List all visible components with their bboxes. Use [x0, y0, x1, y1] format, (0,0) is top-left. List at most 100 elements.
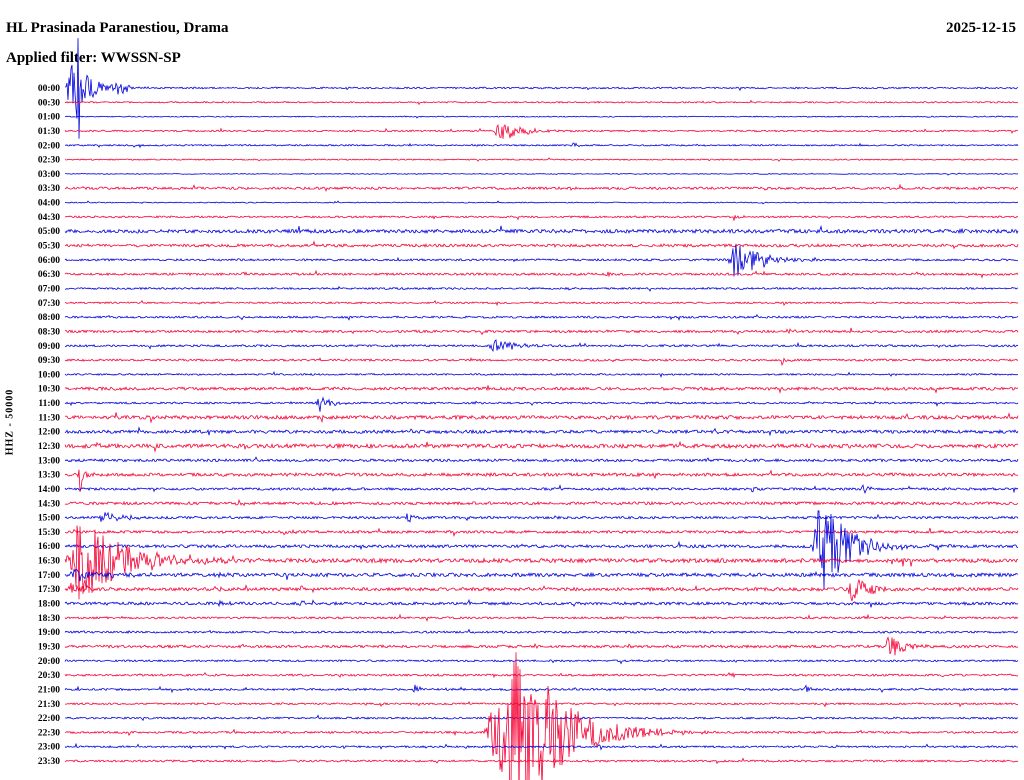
time-label: 17:00 [38, 571, 60, 581]
time-label: 10:30 [38, 385, 60, 395]
time-label: 18:00 [38, 600, 60, 610]
time-label: 12:30 [38, 442, 60, 452]
trace-row [64, 240, 1019, 250]
time-label: 06:30 [38, 270, 60, 280]
trace-row [64, 757, 1019, 765]
time-label: 08:30 [38, 327, 60, 337]
trace-row [64, 613, 1019, 622]
time-label: 04:00 [38, 199, 60, 209]
trace-row [64, 299, 1019, 307]
time-label: 22:30 [38, 728, 60, 738]
trace-row [64, 456, 1019, 463]
time-label: 03:30 [38, 184, 60, 194]
trace-row [64, 371, 1019, 378]
trace-row [64, 269, 1019, 279]
trace-row [64, 357, 1018, 367]
time-label: 00:30 [38, 98, 60, 108]
trace-row [64, 327, 1019, 336]
trace-row [64, 412, 1019, 424]
plot-date: 2025-12-15 [946, 20, 1016, 36]
time-label: 14:30 [38, 499, 60, 509]
trace-row [64, 652, 1019, 780]
time-label: 01:00 [38, 113, 60, 123]
time-label: 23:00 [38, 743, 60, 753]
trace-row [64, 658, 1019, 665]
time-label: 00:00 [38, 84, 60, 94]
trace-row [64, 385, 1019, 394]
time-label: 02:00 [38, 141, 60, 151]
trace-row [64, 99, 1019, 106]
trace-row [64, 527, 1019, 538]
time-label: 20:00 [38, 657, 60, 667]
trace-row [64, 469, 1019, 492]
time-label: 17:30 [38, 585, 60, 595]
trace-row [64, 568, 1019, 582]
time-label: 19:30 [38, 643, 60, 653]
trace-row [64, 224, 1019, 235]
time-label: 05:30 [38, 242, 60, 252]
trace-row [64, 157, 1019, 162]
applied-filter-label: Applied filter: WWSSN-SP [6, 50, 181, 66]
trace-row [64, 684, 1019, 694]
time-label: 04:30 [38, 213, 60, 223]
time-label: 13:30 [38, 471, 60, 481]
trace-row [64, 38, 1019, 139]
trace-row [64, 339, 1019, 352]
trace-row [64, 636, 1019, 656]
trace-row [64, 285, 1019, 292]
time-label: 12:00 [38, 428, 60, 438]
time-label: 03:00 [38, 170, 60, 180]
trace-row [65, 172, 1019, 176]
time-label: 07:30 [38, 299, 60, 309]
time-label: 15:00 [38, 514, 60, 524]
time-label: 09:00 [38, 342, 60, 352]
time-label: 19:00 [38, 628, 60, 638]
time-label: 05:00 [38, 227, 60, 237]
time-label: 10:00 [38, 370, 60, 380]
trace-row [64, 498, 1019, 507]
time-label: 02:30 [38, 156, 60, 166]
trace-row [64, 123, 1018, 139]
time-label: 15:30 [38, 528, 60, 538]
time-label: 22:00 [38, 714, 60, 724]
time-label: 20:30 [38, 671, 60, 681]
trace-row [64, 598, 1019, 608]
time-label: 21:00 [38, 685, 60, 695]
time-label: 09:30 [38, 356, 60, 366]
time-label: 23:30 [38, 757, 60, 767]
trace-row [64, 525, 1019, 600]
time-label: 11:30 [38, 413, 60, 423]
time-label: 11:00 [38, 399, 60, 409]
time-label: 14:00 [38, 485, 60, 495]
time-label: 16:00 [38, 542, 60, 552]
trace-row [64, 510, 1019, 590]
trace-row [64, 142, 1019, 149]
trace-row [64, 440, 1019, 453]
trace-row [64, 628, 1018, 634]
trace-row [64, 579, 1019, 602]
trace-row [64, 396, 1019, 412]
trace-row [64, 183, 1019, 192]
time-label: 06:00 [38, 256, 60, 266]
trace-row [64, 714, 1019, 722]
trace-row [64, 701, 1019, 708]
station-title: HL Prasinada Paranestiou, Drama [6, 20, 229, 36]
time-label: 21:30 [38, 700, 60, 710]
time-label: 13:00 [38, 456, 60, 466]
time-label: 08:00 [38, 313, 60, 323]
time-label: 07:00 [38, 285, 60, 295]
trace-row [64, 742, 1018, 751]
time-label: 18:30 [38, 614, 60, 624]
trace-row [64, 484, 1019, 495]
trace-row [64, 200, 1019, 205]
trace-row [64, 671, 1019, 679]
trace-row [64, 214, 1019, 221]
trace-row [64, 245, 1019, 277]
trace-row [64, 115, 1018, 119]
time-label: 16:30 [38, 557, 60, 567]
trace-row [64, 426, 1019, 437]
trace-row [64, 314, 1019, 321]
time-label: 01:30 [38, 127, 60, 137]
